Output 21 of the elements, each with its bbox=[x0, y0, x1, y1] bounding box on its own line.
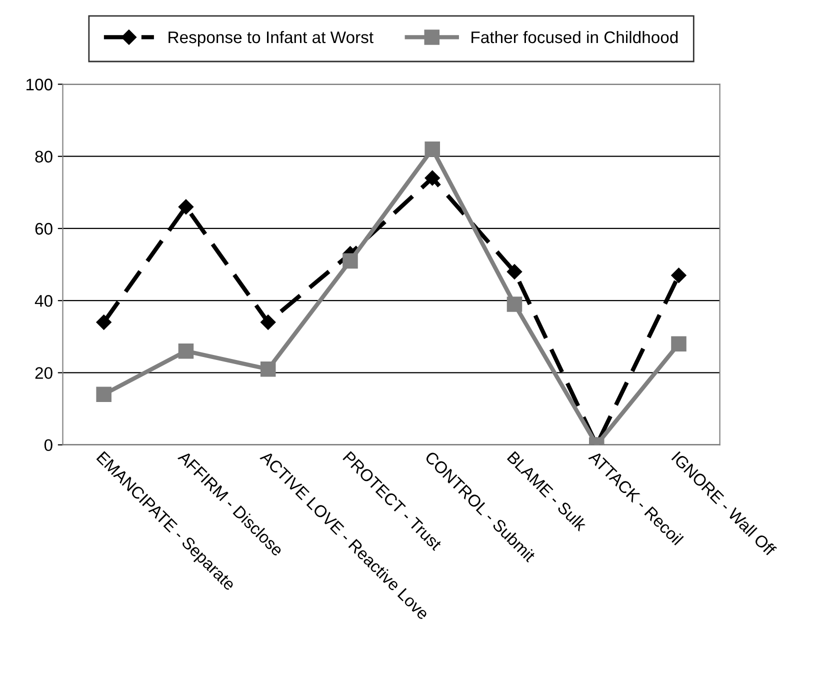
legend-label: Father focused in Childhood bbox=[472, 30, 678, 44]
point bbox=[506, 296, 522, 312]
legend-label: Response to Infant at Worst bbox=[168, 30, 374, 46]
y-tick-label: 0 bbox=[44, 439, 52, 452]
y-tick-label: 40 bbox=[34, 295, 52, 307]
y-tick-label: 100 bbox=[26, 78, 52, 90]
point bbox=[96, 314, 112, 330]
point bbox=[178, 343, 194, 359]
point bbox=[506, 264, 522, 280]
point bbox=[424, 142, 440, 157]
point bbox=[424, 170, 440, 186]
point bbox=[96, 386, 112, 402]
point bbox=[260, 361, 276, 377]
y-tick-label: 20 bbox=[35, 367, 52, 379]
point bbox=[342, 253, 358, 269]
point bbox=[178, 199, 194, 214]
point bbox=[671, 336, 686, 352]
y-tick-label: 80 bbox=[35, 150, 52, 163]
point bbox=[260, 314, 276, 330]
y-tick-label: 60 bbox=[35, 222, 52, 235]
point bbox=[671, 268, 686, 283]
